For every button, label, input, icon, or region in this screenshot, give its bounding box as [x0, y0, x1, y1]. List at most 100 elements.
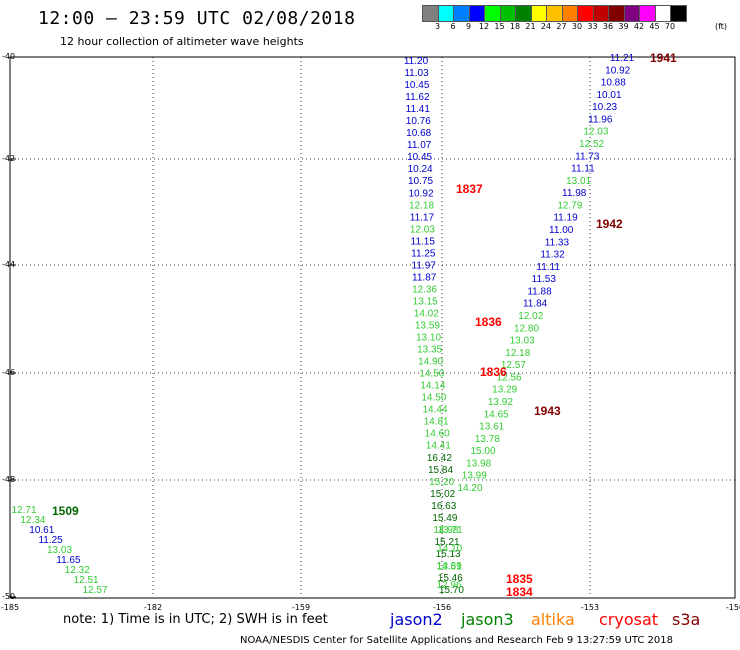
swh-value: 14.02 — [414, 309, 439, 320]
longitude-label: -156 — [432, 603, 452, 612]
swh-value: 12.03 — [410, 224, 435, 235]
colorbar-tick-label: 39 — [618, 22, 629, 31]
swh-value: 16.63 — [431, 501, 456, 512]
swh-value: 10.92 — [408, 188, 433, 199]
swh-value: 12.71 — [11, 505, 36, 516]
swh-value: 11.96 — [588, 114, 613, 125]
swh-value: 10.68 — [406, 128, 431, 139]
latitude-label: -48 — [2, 475, 16, 484]
legend-jason2: jason2 — [390, 610, 443, 629]
swh-value: 11.21 — [610, 53, 635, 64]
swh-value: 11.03 — [404, 68, 429, 79]
swh-value: 15.20 — [429, 477, 454, 488]
swh-value: 10.61 — [29, 525, 54, 536]
swh-value: 13.03 — [47, 545, 72, 556]
swh-value: 12.56 — [497, 372, 522, 383]
legend-cryosat: cryosat — [599, 610, 659, 629]
swh-value: 15.49 — [432, 513, 457, 524]
plot-frame — [9, 56, 736, 599]
pass-time-label: 1834 — [506, 585, 533, 599]
swh-value: 13.01 — [566, 176, 591, 187]
latitude-label: -46 — [2, 368, 16, 377]
colorbar-tick-label: 3 — [434, 22, 441, 31]
swh-value: 12.36 — [412, 284, 437, 295]
swh-value: 11.00 — [549, 225, 574, 236]
swh-value: 13.15 — [413, 297, 438, 308]
colorbar-tick-label: 24 — [540, 22, 552, 31]
swh-value: 15.02 — [430, 489, 455, 500]
swh-value: 13.99 — [462, 471, 487, 482]
swh-value: 12.96 — [436, 580, 461, 591]
swh-value: 13.03 — [510, 336, 535, 347]
swh-value: 11.15 — [411, 236, 436, 247]
swh-value: 11.33 — [545, 237, 570, 248]
legend-jason3: jason3 — [461, 610, 514, 629]
swh-value: 14.20 — [457, 483, 482, 494]
swh-value: 11.07 — [407, 140, 432, 151]
swh-value: 12.18 — [409, 200, 434, 211]
swh-value: 15.84 — [428, 465, 453, 476]
page-title: 12:00 – 23:59 UTC 02/08/2018 — [38, 8, 356, 29]
pass-time-label: 1942 — [596, 217, 623, 231]
swh-value: 12.03 — [583, 127, 608, 138]
swh-value: 12.34 — [20, 515, 45, 526]
swh-value: 12.79 — [557, 200, 582, 211]
footer-credit: NOAA/NESDIS Center for Satellite Applica… — [240, 635, 673, 646]
swh-value: 12.57 — [501, 360, 526, 371]
colorbar-tick-label: 9 — [465, 22, 472, 31]
swh-value: 11.88 — [527, 286, 552, 297]
longitude-label: -153 — [580, 603, 600, 612]
swh-value: 13.29 — [492, 385, 517, 396]
pass-time-label: 1837 — [456, 182, 483, 196]
swh-value: 14.44 — [422, 405, 447, 416]
colorbar-tick-label: 18 — [509, 22, 521, 31]
swh-value: 12.52 — [579, 139, 604, 150]
swh-value: 11.87 — [412, 272, 437, 283]
swh-value: 14.81 — [424, 417, 449, 428]
legend-altika: altika — [531, 610, 575, 629]
swh-value: 11.11 — [536, 262, 560, 273]
colorbar-tick-label: 70 — [664, 22, 676, 31]
swh-value: 15.46 — [438, 573, 463, 584]
swh-value: 13.71 — [437, 525, 462, 536]
swh-value: 11.19 — [553, 213, 578, 224]
swh-value: 14.50 — [421, 393, 446, 404]
latitude-label: -42 — [2, 154, 16, 163]
swh-value: 10.76 — [406, 116, 431, 127]
swh-value: 11.62 — [405, 92, 430, 103]
pass-time-label: 1835 — [506, 572, 533, 586]
swh-value: 12.51 — [74, 575, 99, 586]
swh-value: 15.21 — [434, 537, 459, 548]
longitude-label: -150 — [725, 603, 740, 612]
swh-value: 16.42 — [427, 453, 452, 464]
swh-value: 11.11 — [571, 164, 595, 175]
units-note: note: 1) Time is in UTC; 2) SWH is in fe… — [63, 612, 328, 627]
colorbar-tick-label: 36 — [602, 22, 614, 31]
swh-value: 10.88 — [601, 78, 626, 89]
swh-value: 13.98 — [466, 458, 491, 469]
swh-value: 14.89 — [437, 561, 462, 572]
swh-value: 11.84 — [523, 299, 548, 310]
pass-time-label: 1836 — [480, 365, 507, 379]
graticule — [10, 56, 735, 598]
swh-value: 14.41 — [426, 441, 451, 452]
swh-value: 10.75 — [408, 176, 433, 187]
swh-value: 11.32 — [540, 250, 565, 261]
swh-value: 10.24 — [408, 164, 433, 175]
pass-time-label: 1943 — [534, 404, 561, 418]
colorbar-tick-label: 15 — [494, 22, 505, 31]
swh-value: 11.98 — [562, 188, 587, 199]
swh-value: 14.10 — [437, 543, 462, 554]
swh-value: 13.78 — [475, 434, 500, 445]
swh-value: 10.92 — [605, 65, 630, 76]
swh-value: 11.17 — [410, 212, 435, 223]
swh-value: 14.14 — [420, 381, 445, 392]
swh-value: 14.90 — [418, 357, 443, 368]
swh-value: 14.98 — [433, 525, 458, 536]
colorbar-tick-label: 12 — [478, 22, 490, 31]
colorbar-unit: (ft) — [715, 22, 728, 31]
latitude-label: -50 — [2, 592, 16, 601]
longitude-label: -182 — [143, 603, 163, 612]
